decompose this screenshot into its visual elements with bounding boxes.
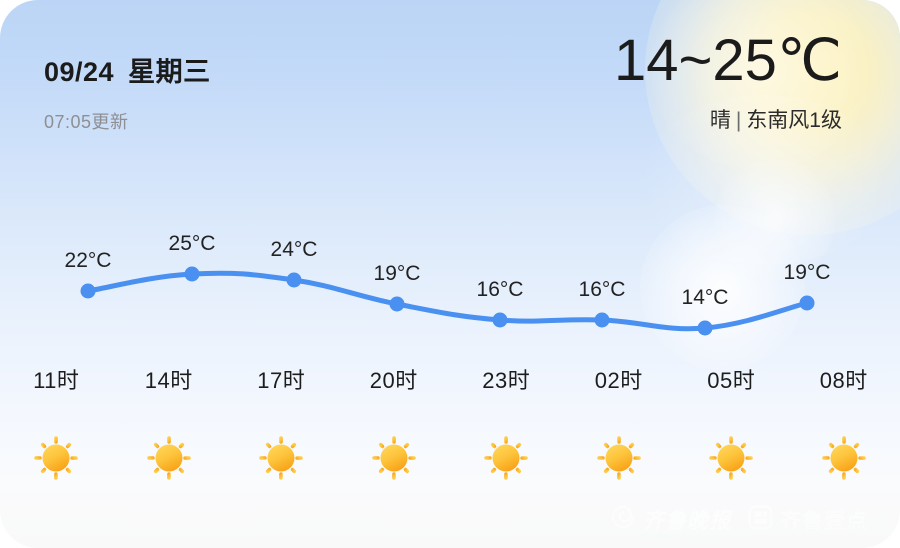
wind-text: 东南风1级	[746, 108, 842, 132]
header-left-block: 09/24 星期三 07:05更新	[44, 50, 211, 134]
sun-icon	[146, 436, 191, 480]
date-heading: 09/24 星期三	[44, 50, 211, 89]
app-badge-icon	[748, 505, 773, 535]
weather-icon-cell	[788, 432, 900, 484]
hour-label: 02时	[563, 363, 676, 395]
header-right-block: 14~25℃ 晴 | 东南风1级	[613, 28, 842, 134]
sun-icon	[34, 436, 79, 480]
sun-icon	[821, 436, 866, 480]
temperature-value-label: 25°C	[168, 232, 216, 255]
hour-label: 20时	[338, 363, 451, 395]
temperature-data-point	[697, 320, 713, 336]
hour-label: 11时	[0, 363, 113, 395]
weather-icon-cell	[225, 432, 338, 484]
temperature-value-label: 22°C	[64, 249, 112, 272]
sun-icon	[709, 436, 754, 480]
weather-icon-cell	[113, 432, 226, 484]
temperature-data-point	[389, 296, 405, 312]
temperature-data-point	[80, 283, 96, 299]
temperature-data-point	[184, 266, 200, 282]
hour-label: 08时	[788, 363, 900, 395]
hour-label: 14时	[113, 363, 226, 395]
sun-icon	[371, 436, 416, 480]
watermark-app: 齐鲁壹点	[748, 505, 868, 535]
watermark-app-name: 齐鲁壹点	[780, 509, 868, 533]
watermark-paper: 齐鲁晚报	[610, 504, 731, 535]
hour-label: 05时	[675, 363, 788, 395]
temperature-line-svg	[80, 266, 815, 336]
weather-icon-cell	[675, 432, 788, 484]
hour-label-text: 20时	[369, 368, 418, 393]
temperature-range: 14~25℃	[613, 28, 842, 93]
hour-labels-row: 11时 14时 17时 20时 23时 02时 05时 08时	[0, 363, 900, 395]
watermark-paper-name: 齐鲁晚报	[643, 508, 731, 533]
temperature-data-point	[594, 312, 610, 328]
hour-label: 23时	[450, 363, 563, 395]
temperature-value-label: 19°C	[373, 262, 421, 285]
temperature-value-label: 24°C	[270, 238, 318, 261]
weather-icon-cell	[563, 432, 676, 484]
weather-icon-cell	[0, 432, 113, 484]
temperature-value-label: 19°C	[783, 261, 831, 284]
weather-icons-row	[0, 432, 900, 484]
hourly-temperature-chart: 22°C 25°C 24°C 19°C 16°C 16°C 14°C 19°C	[0, 195, 900, 360]
update-time-label: 07:05更新	[44, 112, 129, 132]
temperature-data-point	[286, 272, 302, 288]
temperature-data-point	[492, 312, 508, 328]
temperature-value-label: 16°C	[578, 278, 626, 301]
spiral-logo-icon	[610, 504, 636, 535]
condition-summary: 晴 | 东南风1级	[614, 104, 842, 134]
temperature-dot-group	[80, 266, 815, 336]
temperature-line	[85, 270, 810, 332]
hour-label-text: 14时	[144, 368, 193, 393]
sun-icon	[259, 436, 304, 480]
temperature-data-point	[799, 295, 815, 311]
sun-icon	[484, 436, 529, 480]
hour-label-text: 08时	[819, 368, 868, 393]
weather-icon-cell	[338, 432, 451, 484]
hour-label-text: 11时	[33, 368, 80, 393]
date-value: 09/24	[44, 57, 115, 87]
watermark: 齐鲁晚报 齐鲁壹点	[610, 504, 868, 535]
hour-label-text: 23时	[482, 368, 531, 393]
hour-label-text: 05时	[707, 368, 756, 393]
sun-icon	[596, 436, 641, 480]
weekday-value: 星期三	[128, 57, 211, 87]
condition-text: 晴	[709, 108, 731, 132]
temperature-value-label: 14°C	[681, 286, 729, 309]
weather-icon-cell	[450, 432, 563, 484]
temperature-value-label: 16°C	[476, 278, 524, 301]
hour-label-text: 02时	[594, 368, 643, 393]
hour-label: 17时	[225, 363, 338, 395]
hour-label-text: 17时	[257, 368, 306, 393]
condition-separator: |	[735, 108, 742, 132]
